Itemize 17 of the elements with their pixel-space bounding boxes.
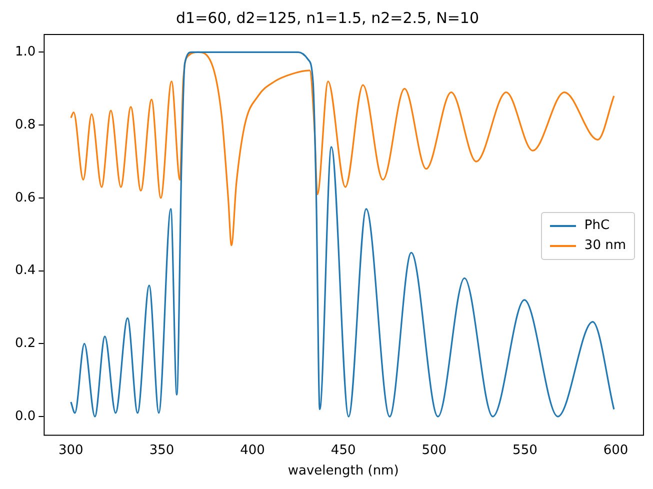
x-tick-label: 550 <box>512 442 538 458</box>
x-tick-label: 450 <box>330 442 356 458</box>
x-axis-title: wavelength (nm) <box>288 464 399 479</box>
legend-label: 30 nm <box>584 237 626 256</box>
y-tick-label: 0.8 <box>14 117 36 132</box>
x-tick-label: 600 <box>603 442 628 458</box>
chart-title: d1=60, d2=125, n1=1.5, n2=2.5, N=10 <box>176 8 479 27</box>
x-tick-label: 400 <box>240 442 265 458</box>
y-tick-label: 0.4 <box>14 263 36 278</box>
x-tick-label: 500 <box>422 442 447 458</box>
legend-label: PhC <box>584 217 610 236</box>
y-tick-label: 1.0 <box>14 44 36 60</box>
x-tick-label: 350 <box>149 442 174 458</box>
y-tick-label: 0.6 <box>14 190 36 206</box>
y-tick-label: 0.0 <box>14 408 36 424</box>
x-tick-label: 300 <box>58 442 84 458</box>
y-tick-label: 0.2 <box>14 336 36 352</box>
